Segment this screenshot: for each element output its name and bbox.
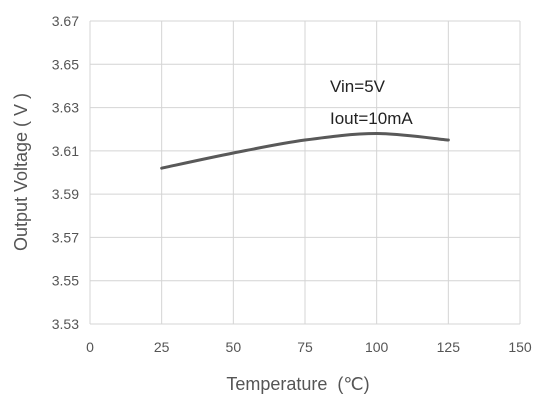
x-tick-label: 25 <box>154 339 170 355</box>
x-axis-title: Temperature (℃) <box>226 374 369 394</box>
x-tick-label: 100 <box>365 339 389 355</box>
x-tick-label: 125 <box>437 339 461 355</box>
y-tick-labels: 3.53 3.55 3.57 3.59 3.61 3.63 3.65 3.67 <box>52 13 79 332</box>
y-tick-label: 3.61 <box>52 143 79 159</box>
plot-series <box>160 132 450 170</box>
x-tick-label: 75 <box>297 339 313 355</box>
x-tick-label: 150 <box>508 339 532 355</box>
annotation-vin: Vin=5V <box>330 77 386 96</box>
y-tick-label: 3.65 <box>52 56 79 72</box>
annotation-iout: Iout=10mA <box>330 109 413 128</box>
y-tick-label: 3.67 <box>52 13 79 29</box>
y-tick-label: 3.63 <box>52 100 79 116</box>
y-tick-label: 3.57 <box>52 229 79 245</box>
y-tick-label: 3.53 <box>52 316 79 332</box>
y-tick-label: 3.55 <box>52 273 79 289</box>
y-axis-title: Output Voltage ( V ) <box>11 93 31 251</box>
x-tick-label: 50 <box>226 339 242 355</box>
y-tick-label: 3.59 <box>52 186 79 202</box>
grid-lines <box>89 20 521 325</box>
x-tick-label: 0 <box>86 339 94 355</box>
series-line <box>160 132 450 170</box>
x-tick-labels: 0 25 50 75 100 125 150 <box>86 339 532 355</box>
